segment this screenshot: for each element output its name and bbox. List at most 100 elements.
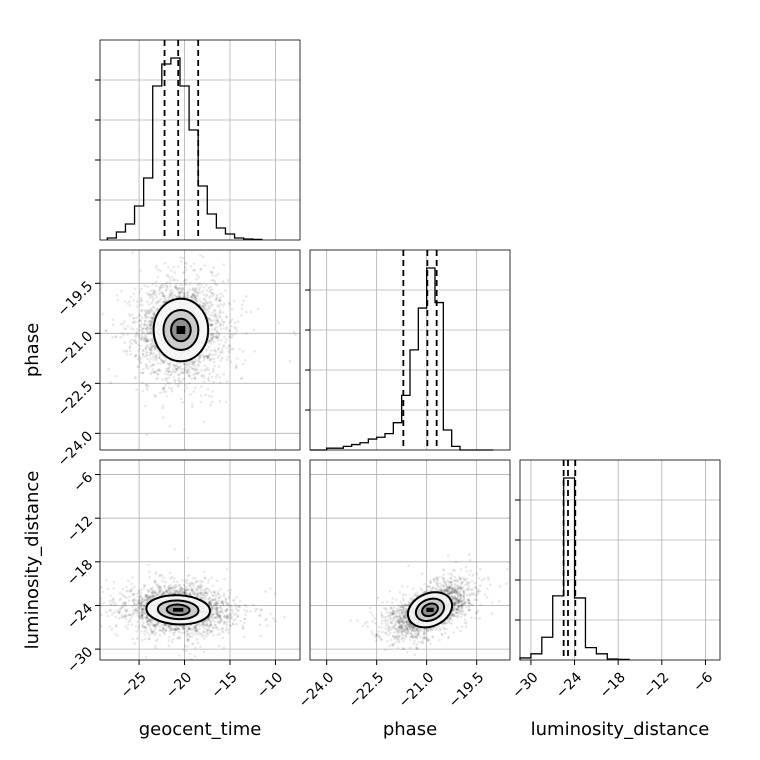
scatter-point	[231, 599, 235, 603]
scatter-point	[119, 336, 122, 339]
scatter-point	[209, 349, 213, 352]
scatter-point	[149, 620, 152, 624]
scatter-point	[156, 307, 160, 310]
scatter-point	[157, 368, 161, 371]
scatter-point	[202, 308, 206, 312]
scatter-point	[200, 267, 203, 271]
scatter-point	[184, 588, 188, 592]
scatter-point	[450, 613, 453, 616]
scatter-point	[208, 318, 212, 322]
scatter-point	[127, 620, 130, 623]
scatter-point	[156, 373, 160, 376]
scatter-point	[209, 602, 213, 606]
scatter-point	[214, 274, 218, 278]
scatter-point	[191, 287, 195, 291]
scatter-point	[173, 628, 177, 631]
scatter-point	[159, 628, 162, 632]
scatter-point	[212, 380, 215, 384]
scatter-point	[208, 602, 211, 605]
scatter-point	[213, 328, 217, 331]
scatter-point	[184, 262, 188, 265]
scatter-point	[184, 363, 187, 367]
scatter-point	[195, 628, 199, 632]
scatter-point	[182, 648, 185, 652]
scatter-point	[145, 323, 149, 327]
scatter-point	[152, 341, 156, 345]
scatter-point	[183, 627, 186, 631]
scatter-point	[214, 616, 217, 619]
scatter-point	[209, 623, 213, 627]
scatter-point	[168, 284, 172, 288]
scatter-point	[149, 316, 152, 319]
scatter-point	[146, 619, 150, 623]
scatter-point	[206, 356, 210, 359]
scatter-point	[146, 339, 149, 343]
scatter-point	[405, 625, 408, 628]
scatter-point	[118, 607, 122, 611]
scatter-point	[151, 595, 155, 598]
scatter-point	[142, 604, 145, 608]
scatter-point	[199, 268, 202, 271]
scatter-point	[228, 612, 231, 616]
scatter-point	[219, 310, 222, 314]
scatter-point	[224, 609, 227, 613]
scatter-point	[215, 579, 219, 583]
scatter-point	[241, 626, 245, 630]
scatter-point	[171, 235, 174, 238]
scatter-point	[138, 290, 142, 294]
scatter-point	[161, 626, 165, 629]
scatter-point	[198, 282, 201, 286]
scatter-point	[208, 602, 212, 606]
scatter-point	[210, 624, 213, 627]
scatter-point	[137, 598, 141, 602]
scatter-point	[215, 626, 218, 630]
scatter-point	[145, 364, 149, 368]
scatter-point	[192, 584, 196, 588]
scatter-point	[177, 366, 180, 370]
scatter-point	[239, 619, 242, 623]
scatter-point	[147, 294, 151, 297]
scatter-point	[132, 292, 136, 296]
scatter-point	[213, 315, 216, 318]
scatter-point	[192, 625, 195, 629]
scatter-point	[178, 379, 181, 383]
scatter-point	[111, 323, 115, 327]
scatter-point	[157, 590, 161, 594]
scatter-point	[146, 588, 149, 592]
scatter-point	[138, 324, 141, 327]
scatter-point	[178, 589, 182, 593]
scatter-point	[401, 597, 405, 600]
scatter-point	[206, 628, 209, 631]
scatter-point	[206, 632, 210, 636]
scatter-point	[149, 594, 152, 598]
scatter-point	[208, 352, 211, 356]
scatter-point	[186, 291, 190, 295]
scatter-point	[193, 625, 196, 629]
scatter-point	[151, 594, 154, 598]
scatter-point	[139, 595, 143, 599]
scatter-point	[210, 323, 213, 326]
scatter-point	[137, 354, 141, 358]
scatter-point	[137, 595, 140, 599]
scatter-point	[179, 588, 182, 592]
scatter-point	[214, 607, 217, 610]
scatter-point	[143, 632, 146, 636]
scatter-point	[380, 622, 384, 625]
scatter-point	[184, 362, 188, 366]
scatter-point	[152, 305, 156, 309]
scatter-point	[159, 297, 163, 301]
scatter-point	[213, 349, 216, 353]
scatter-point	[216, 620, 220, 624]
scatter-point	[126, 352, 129, 356]
scatter-group	[100, 547, 286, 660]
scatter-point	[131, 576, 134, 579]
scatter-point	[116, 634, 119, 637]
scatter-point	[170, 625, 174, 628]
scatter-point	[207, 345, 211, 349]
scatter-point	[182, 590, 185, 594]
scatter-point	[411, 626, 415, 629]
scatter-point	[139, 371, 143, 375]
scatter-point	[245, 610, 249, 613]
scatter-point	[221, 600, 224, 603]
scatter-point	[208, 289, 212, 292]
